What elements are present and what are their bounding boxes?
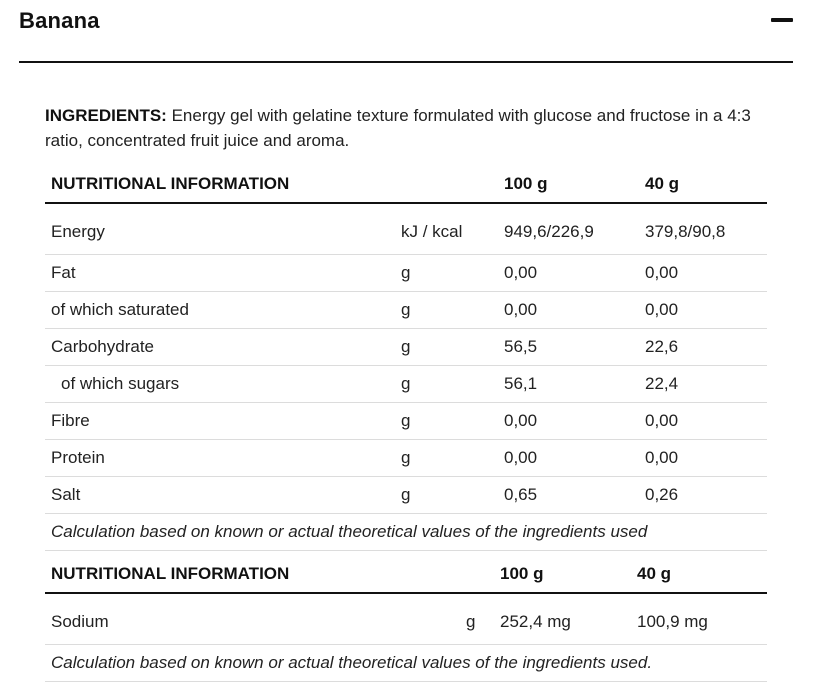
table-row: of which saturated g 0,00 0,00 xyxy=(45,291,767,329)
calculation-note: Calculation based on known or actual the… xyxy=(45,513,767,551)
nutrient-unit: g xyxy=(395,291,498,329)
nutrient-unit: g xyxy=(460,593,494,645)
ingredients-text: INGREDIENTS: Energy gel with gelatine te… xyxy=(45,103,770,153)
nutrient-unit: g xyxy=(395,439,498,477)
value-40g: 0,00 xyxy=(639,291,767,329)
value-40g: 0,00 xyxy=(639,439,767,477)
value-40g: 0,00 xyxy=(639,402,767,440)
nutrient-name: Energy xyxy=(45,203,395,255)
value-100g: 0,00 xyxy=(498,402,639,440)
accordion-header[interactable]: Banana xyxy=(19,0,793,63)
table-row: Fat g 0,00 0,00 xyxy=(45,254,767,292)
calculation-note: Calculation based on known or actual the… xyxy=(45,644,767,682)
minus-icon[interactable] xyxy=(771,10,793,32)
nutrient-unit: g xyxy=(395,402,498,440)
column-header xyxy=(460,556,494,594)
value-100g: 56,1 xyxy=(498,365,639,403)
nutrient-name: Protein xyxy=(45,439,395,477)
value-100g: 0,00 xyxy=(498,439,639,477)
value-40g: 0,00 xyxy=(639,254,767,292)
ingredients-label: INGREDIENTS: xyxy=(45,106,167,125)
table-row: Protein g 0,00 0,00 xyxy=(45,439,767,477)
nutrient-name: Fat xyxy=(45,254,395,292)
accordion-title: Banana xyxy=(19,8,100,33)
value-40g: 100,9 mg xyxy=(631,593,767,645)
nutrient-name: Carbohydrate xyxy=(45,328,395,366)
column-header: NUTRITIONAL INFORMATION xyxy=(45,556,460,594)
nutrition-table: NUTRITIONAL INFORMATION 100 g 40 g Energ… xyxy=(45,166,767,551)
table-row: Energy kJ / kcal 949,6/226,9 379,8/90,8 xyxy=(45,203,767,255)
value-40g: 22,6 xyxy=(639,328,767,366)
table-row: Carbohydrate g 56,5 22,6 xyxy=(45,328,767,366)
value-40g: 379,8/90,8 xyxy=(639,203,767,255)
value-100g: 56,5 xyxy=(498,328,639,366)
table-note-row: Calculation based on known or actual the… xyxy=(45,513,767,551)
table-row: of which sugars g 56,1 22,4 xyxy=(45,365,767,403)
column-header xyxy=(395,166,498,204)
nutrient-unit: g xyxy=(395,365,498,403)
table-header-row: NUTRITIONAL INFORMATION 100 g 40 g xyxy=(45,556,767,594)
nutrient-unit: g xyxy=(395,328,498,366)
value-100g: 0,00 xyxy=(498,291,639,329)
value-100g: 252,4 mg xyxy=(494,593,631,645)
table-row: Fibre g 0,00 0,00 xyxy=(45,402,767,440)
nutrient-name: of which sugars xyxy=(45,365,395,403)
table-note-row: Calculation based on known or actual the… xyxy=(45,644,767,682)
ingredients-description: Energy gel with gelatine texture formula… xyxy=(45,106,751,150)
nutrient-unit: g xyxy=(395,476,498,514)
value-100g: 0,00 xyxy=(498,254,639,292)
nutrient-unit: g xyxy=(395,254,498,292)
value-100g: 949,6/226,9 xyxy=(498,203,639,255)
value-40g: 22,4 xyxy=(639,365,767,403)
nutrient-name: Sodium xyxy=(45,593,460,645)
column-header: 40 g xyxy=(631,556,767,594)
column-header: 100 g xyxy=(498,166,639,204)
nutrient-name: Salt xyxy=(45,476,395,514)
column-header: 100 g xyxy=(494,556,631,594)
table-header-row: NUTRITIONAL INFORMATION 100 g 40 g xyxy=(45,166,767,204)
table-row: Sodium g 252,4 mg 100,9 mg xyxy=(45,593,767,645)
sodium-table: NUTRITIONAL INFORMATION 100 g 40 g Sodiu… xyxy=(45,556,767,682)
table-row: Salt g 0,65 0,26 xyxy=(45,476,767,514)
column-header: NUTRITIONAL INFORMATION xyxy=(45,166,395,204)
nutrient-name: Fibre xyxy=(45,402,395,440)
value-40g: 0,26 xyxy=(639,476,767,514)
nutrient-name: of which saturated xyxy=(45,291,395,329)
value-100g: 0,65 xyxy=(498,476,639,514)
column-header: 40 g xyxy=(639,166,767,204)
nutrient-unit: kJ / kcal xyxy=(395,203,498,255)
